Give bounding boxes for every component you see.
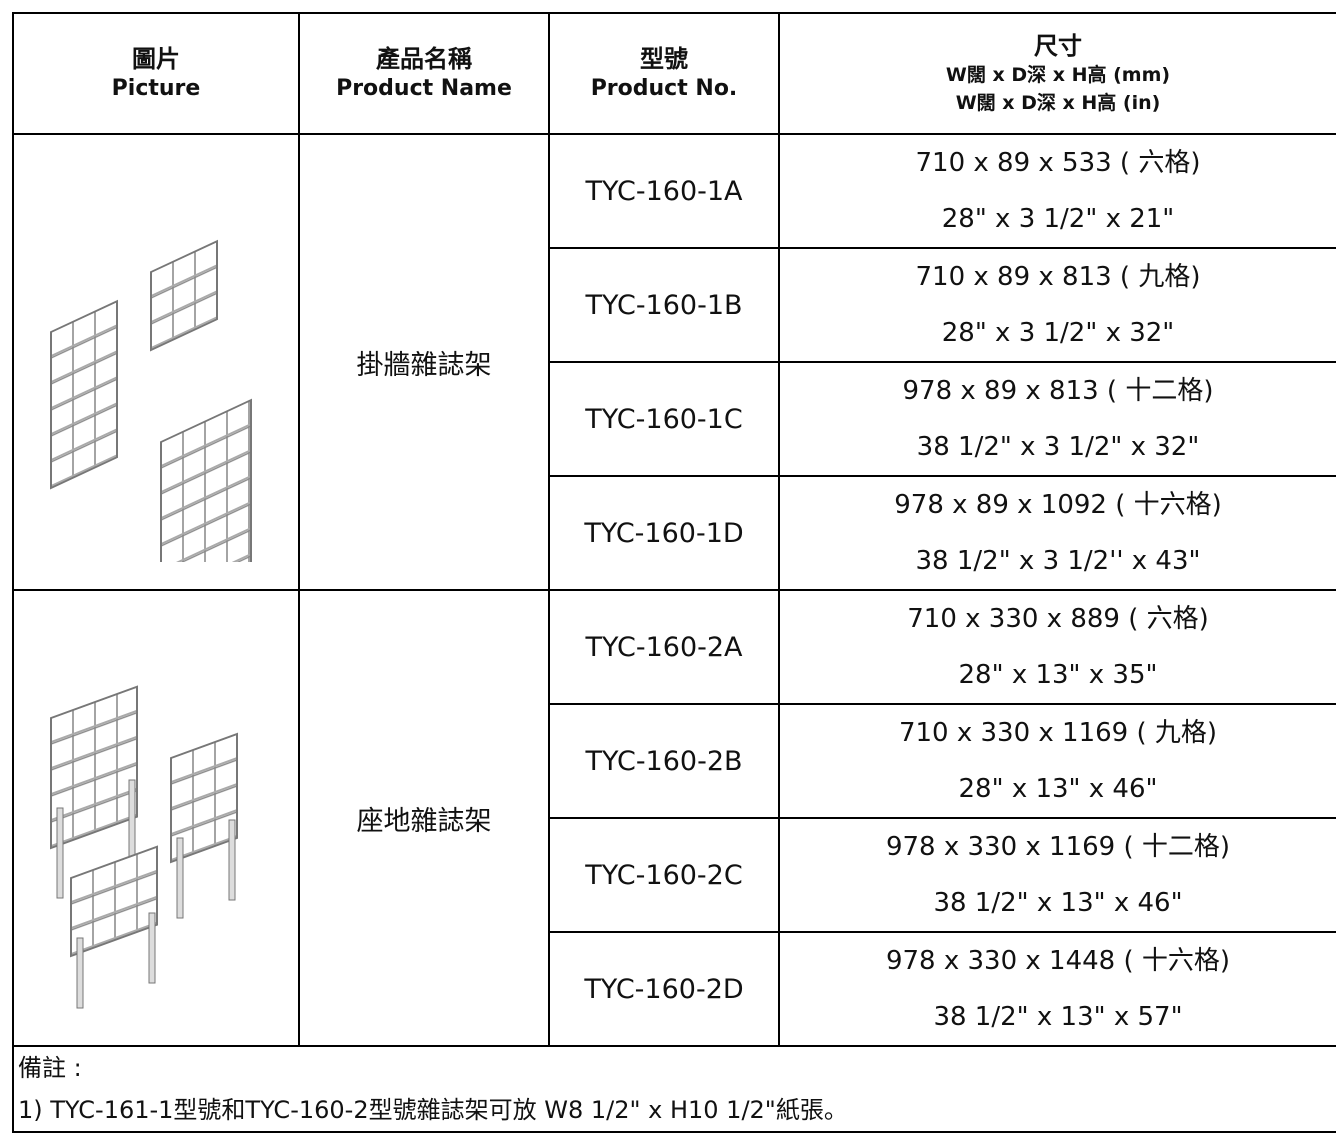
dimension-in: 38 1/2" x 3 1/2'' x 43" <box>915 546 1201 576</box>
header-en: Picture <box>111 75 201 101</box>
dimension-in: 38 1/2" x 13" x 46" <box>933 888 1183 918</box>
product-row: TYC-160-2C 978 x 330 x 1169 ( 十二格) 38 1/2"… <box>13 817 1336 933</box>
notes-row: 備註 : 1) TYC-161-1型號和TYC-160-2型號雜誌架可放 W8 … <box>12 1045 1336 1133</box>
product-name: 掛牆雜誌架 <box>298 133 550 591</box>
picture-cell <box>12 589 300 1047</box>
dimension-in: 28" x 13" x 46" <box>958 774 1158 804</box>
product-table: 圖片 Picture 產品名稱 Product Name 型號 Product No.… <box>12 12 1336 1133</box>
dimension-cell: 978 x 330 x 1448 ( 十六格) 38 1/2" x 13" x 5… <box>778 931 1336 1047</box>
model-no: TYC-160-2A <box>548 589 780 705</box>
header-cell: 尺寸 W闊 x D深 x H高 (mm) W闊 x D深 x H高 (in) <box>778 12 1336 135</box>
dimension-mm: 710 x 330 x 889 ( 六格) <box>907 604 1209 634</box>
dimension-in: 38 1/2" x 13" x 57" <box>933 1002 1183 1032</box>
model-no: TYC-160-2C <box>548 817 780 933</box>
dimension-in: 38 1/2" x 3 1/2" x 32" <box>916 432 1200 462</box>
notes-line: 1) TYC-161-1型號和TYC-160-2型號雜誌架可放 W8 1/2" … <box>18 1096 848 1124</box>
model-no: TYC-160-1B <box>548 247 780 363</box>
dimension-in: 28" x 13" x 35" <box>958 660 1158 690</box>
dimension-mm: 978 x 330 x 1448 ( 十六格) <box>885 946 1231 976</box>
wall-rack-image <box>50 239 252 562</box>
header-mm: W闊 x D深 x H高 (mm) <box>945 63 1171 86</box>
dimension-mm: 710 x 89 x 813 ( 九格) <box>915 262 1201 292</box>
header-row: 圖片 Picture 產品名稱 Product Name 型號 Product No.… <box>12 12 1336 135</box>
product-row: 掛牆雜誌架 TYC-160-1A 710 x 89 x 533 ( 六格) 28" x… <box>12 133 1336 591</box>
dimension-cell: 710 x 89 x 533 ( 六格) 28" x 3 1/2" x 21" <box>778 133 1336 249</box>
notes-label: 備註 : <box>18 1054 82 1082</box>
model-no: TYC-160-2D <box>548 931 780 1047</box>
product-name: 座地雜誌架 <box>298 589 550 1047</box>
model-no: TYC-160-1D <box>548 475 780 591</box>
header-en: Product Name <box>336 75 512 101</box>
model-no: TYC-160-1C <box>548 361 780 477</box>
header-zh: 型號 <box>640 44 688 73</box>
table-body: 掛牆雜誌架 TYC-160-1A 710 x 89 x 533 ( 六格) 28" x… <box>12 133 1336 1047</box>
dimension-mm: 978 x 330 x 1169 ( 十二格) <box>885 832 1231 862</box>
dimension-mm: 978 x 89 x 813 ( 十二格) <box>902 376 1214 406</box>
header-cell: 圖片 Picture <box>12 12 300 135</box>
table-wrap: 圖片 Picture 產品名稱 Product Name 型號 Product No.… <box>12 12 1336 1133</box>
dimension-cell: 978 x 89 x 1092 ( 十六格) 38 1/2" x 3 1/2'' … <box>778 475 1336 591</box>
header-cell: 型號 Product No. <box>548 12 780 135</box>
picture-cell <box>12 133 300 591</box>
dimension-mm: 978 x 89 x 1092 ( 十六格) <box>894 490 1222 520</box>
header-zh: 尺寸 <box>1034 31 1082 60</box>
product-row: TYC-160-2B 710 x 330 x 1169 ( 九格) 28" x 13… <box>13 703 1336 819</box>
header-en: Product No. <box>590 75 738 101</box>
model-no: TYC-160-1A <box>548 133 780 249</box>
dimension-cell: 978 x 89 x 813 ( 十二格) 38 1/2" x 3 1/2" x … <box>778 361 1336 477</box>
product-row: TYC-160-1C 978 x 89 x 813 ( 十二格) 38 1/2" x… <box>13 361 1336 477</box>
header-zh: 產品名稱 <box>376 44 472 73</box>
header-cell: 產品名稱 Product Name <box>298 12 550 135</box>
dimension-mm: 710 x 89 x 533 ( 六格) <box>915 148 1201 178</box>
dimension-mm: 710 x 330 x 1169 ( 九格) <box>898 718 1218 748</box>
product-row: TYC-160-1B 710 x 89 x 813 ( 九格) 28" x 3 1/… <box>13 247 1336 363</box>
product-row: TYC-160-1D 978 x 89 x 1092 ( 十六格) 38 1/2" … <box>13 475 1336 591</box>
header-in: W闊 x D深 x H高 (in) <box>955 91 1161 114</box>
dimension-cell: 710 x 89 x 813 ( 九格) 28" x 3 1/2" x 32" <box>778 247 1336 363</box>
model-no: TYC-160-2B <box>548 703 780 819</box>
product-row: TYC-160-2D 978 x 330 x 1448 ( 十六格) 38 1/2"… <box>13 931 1336 1047</box>
dimension-cell: 710 x 330 x 889 ( 六格) 28" x 13" x 35" <box>778 589 1336 705</box>
notes-cell: 備註 : 1) TYC-161-1型號和TYC-160-2型號雜誌架可放 W8 … <box>12 1045 1336 1133</box>
dimension-cell: 710 x 330 x 1169 ( 九格) 28" x 13" x 46" <box>778 703 1336 819</box>
dimension-in: 28" x 3 1/2" x 21" <box>941 204 1175 234</box>
dimension-cell: 978 x 330 x 1169 ( 十二格) 38 1/2" x 13" x 4… <box>778 817 1336 933</box>
header-zh: 圖片 <box>132 44 180 73</box>
product-row: 座地雜誌架 TYC-160-2A 710 x 330 x 889 ( 六格) 28" … <box>12 589 1336 1047</box>
floor-rack-image <box>50 685 238 1009</box>
dimension-in: 28" x 3 1/2" x 32" <box>941 318 1175 348</box>
